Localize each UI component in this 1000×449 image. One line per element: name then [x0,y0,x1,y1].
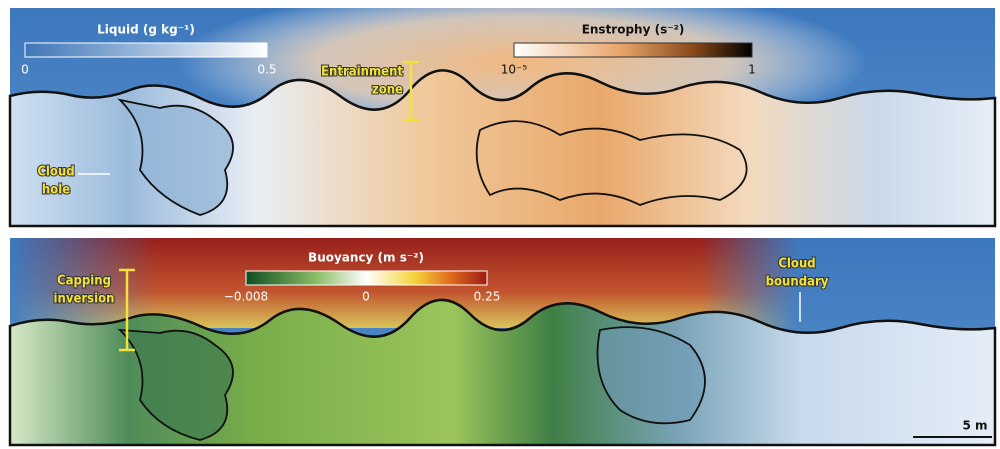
annotation: hole [42,183,70,198]
panel-top: Liquid (g kg⁻¹) 0 0.5 Enstrophy (s⁻²) 10… [10,8,995,226]
colorbar-tick: 1 [748,63,756,77]
colorbar [25,43,267,57]
annotation: Cloud [778,257,815,272]
annotation: boundary [766,275,829,290]
colorbar [246,271,487,285]
colorbar-tick: 0.5 [257,63,276,77]
colorbar-tick: 10⁻⁵ [501,63,528,77]
colorbar-label: Buoyancy (m s⁻²) [308,251,424,265]
panel-bottom: Buoyancy (m s⁻²) −0.008 0 0.25 Capping i… [10,238,995,445]
annotation: inversion [54,292,115,307]
colorbar-tick: 0 [362,290,370,304]
colorbar-label: Liquid (g kg⁻¹) [97,23,195,37]
scale-label: 5 m [962,419,987,433]
colorbar [514,43,752,57]
annotation: zone [372,83,403,98]
colorbar-label: Enstrophy (s⁻²) [582,23,685,37]
annotation: Cloud [37,165,74,180]
colorbar-tick: 0.25 [474,290,501,304]
annotation: Entrainment [321,65,403,80]
colorbar-tick: −0.008 [224,290,268,304]
annotation: Capping [57,274,111,289]
colorbar-tick: 0 [21,63,29,77]
figure: Liquid (g kg⁻¹) 0 0.5 Enstrophy (s⁻²) 10… [0,0,1000,449]
